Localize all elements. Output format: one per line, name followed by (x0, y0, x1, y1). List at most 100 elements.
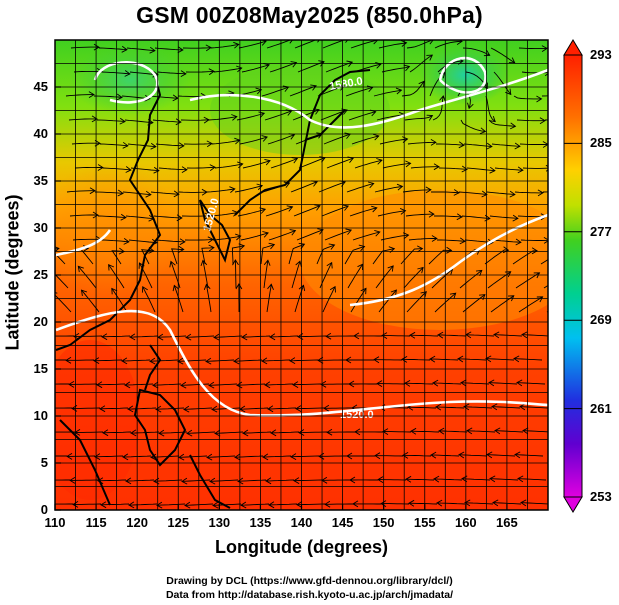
streamline-arrow (475, 269, 483, 277)
streamline (514, 454, 544, 457)
streamline (111, 288, 128, 313)
streamline-arrow (149, 357, 156, 365)
streamline-arrow (47, 429, 52, 435)
streamline (290, 181, 318, 193)
streamline (293, 205, 321, 217)
streamline-arrow (514, 142, 521, 150)
streamline (68, 118, 98, 121)
streamline (124, 119, 153, 124)
streamline (242, 431, 272, 434)
streamline-arrow (234, 453, 241, 461)
streamline-arrow (94, 139, 101, 147)
streamline (180, 383, 210, 386)
streamline-arrow (158, 429, 165, 437)
streamline-arrow (119, 117, 126, 125)
streamline-arrow (373, 40, 379, 45)
streamline (121, 359, 151, 362)
streamline (98, 47, 127, 51)
streamline (74, 166, 104, 169)
streamline-arrow (214, 429, 221, 437)
streamline-arrow (517, 166, 524, 174)
streamline-arrow (173, 190, 180, 198)
streamline (402, 189, 431, 193)
streamline (486, 191, 515, 195)
streamline-arrow (435, 403, 442, 411)
streamline-arrow (509, 122, 517, 130)
streamline (270, 158, 298, 169)
streamline (206, 188, 235, 193)
streamline-arrow (208, 68, 215, 76)
streamline (485, 358, 515, 361)
streamline-arrow (426, 54, 434, 61)
streamline (267, 407, 297, 410)
streamline-arrow (185, 333, 192, 341)
streamline (127, 407, 157, 410)
streamline (124, 383, 154, 386)
streamline (458, 454, 488, 457)
streamline (434, 40, 463, 49)
streamline-arrow (179, 238, 186, 246)
streamline (493, 334, 523, 337)
streamline-arrow (487, 238, 494, 246)
streamline-arrow (141, 286, 148, 293)
streamline (290, 455, 320, 458)
lat-lon-grid (55, 40, 548, 510)
streamline (156, 239, 185, 243)
streamline (182, 47, 212, 49)
streamline-arrow (516, 379, 523, 387)
streamline-arrow (521, 331, 528, 339)
streamline-arrow (286, 205, 294, 212)
streamline-arrow (102, 429, 109, 437)
streamline (541, 95, 548, 97)
streamline-arrow (514, 451, 521, 459)
streamline-arrow (267, 405, 274, 413)
streamline (183, 407, 213, 410)
streamline (516, 119, 546, 122)
streamline (382, 162, 411, 169)
streamline-arrow (433, 163, 440, 171)
streamline-arrow (233, 357, 240, 365)
streamline (462, 47, 490, 56)
streamline-arrow (129, 333, 136, 341)
streamline (71, 407, 101, 409)
streamline-arrow (439, 95, 446, 102)
streamline-arrow (432, 379, 439, 387)
streamline (149, 95, 178, 99)
streamline-arrow (417, 266, 424, 274)
streamline-arrow (429, 40, 434, 45)
streamline-arrow (345, 356, 352, 364)
streamline-arrow (433, 475, 440, 483)
streamline (408, 502, 438, 505)
streamline-arrow (431, 235, 438, 242)
streamline (93, 95, 123, 98)
streamline-arrow (464, 499, 471, 507)
streamline (178, 455, 208, 458)
streamline (181, 479, 211, 482)
streamline-arrow (403, 232, 410, 240)
streamline-arrow (208, 244, 215, 252)
streamline-arrow (460, 379, 467, 387)
streamline-arrow (205, 357, 212, 365)
streamline (407, 406, 437, 409)
streamline (519, 406, 548, 409)
x-tick-label: 130 (208, 515, 231, 530)
streamline (298, 157, 326, 169)
streamline (517, 478, 547, 481)
streamline-arrow (467, 102, 474, 110)
streamline (185, 70, 215, 73)
streamline (409, 334, 439, 337)
streamline-arrow (493, 331, 500, 339)
streamline (408, 238, 437, 241)
streamline (519, 143, 548, 145)
x-tick-label: 155 (413, 515, 436, 530)
streamline-arrow (399, 207, 407, 215)
streamline (155, 143, 184, 147)
streamline-arrow (317, 356, 324, 364)
streamline (261, 86, 289, 97)
streamline-arrow (409, 331, 416, 339)
streamline-arrow (489, 475, 496, 483)
streamline-arrow (206, 140, 213, 148)
streamline (149, 359, 179, 362)
streamline-arrow (209, 164, 216, 171)
streamline (77, 266, 97, 289)
